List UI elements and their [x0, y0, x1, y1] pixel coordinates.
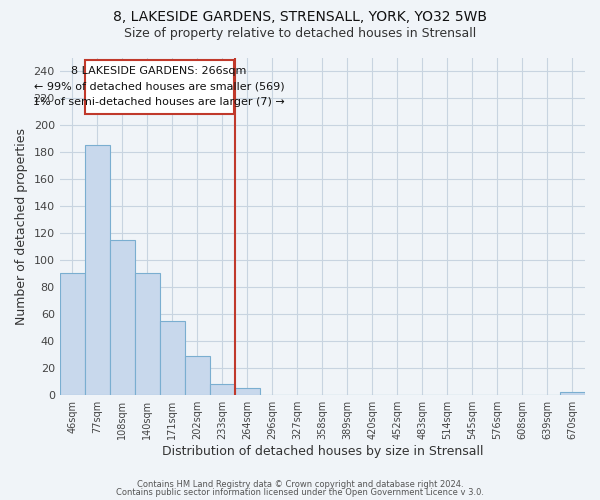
Text: 8, LAKESIDE GARDENS, STRENSALL, YORK, YO32 5WB: 8, LAKESIDE GARDENS, STRENSALL, YORK, YO…: [113, 10, 487, 24]
Bar: [210, 384, 235, 394]
Y-axis label: Number of detached properties: Number of detached properties: [15, 128, 28, 324]
Text: Size of property relative to detached houses in Strensall: Size of property relative to detached ho…: [124, 28, 476, 40]
Bar: [160, 320, 185, 394]
Bar: [185, 356, 210, 395]
Text: Contains HM Land Registry data © Crown copyright and database right 2024.: Contains HM Land Registry data © Crown c…: [137, 480, 463, 489]
Text: 8 LAKESIDE GARDENS: 266sqm: 8 LAKESIDE GARDENS: 266sqm: [71, 66, 247, 76]
Text: 1% of semi-detached houses are larger (7) →: 1% of semi-detached houses are larger (7…: [33, 96, 285, 106]
Bar: [235, 388, 260, 394]
Text: Contains public sector information licensed under the Open Government Licence v : Contains public sector information licen…: [116, 488, 484, 497]
Bar: [560, 392, 585, 394]
X-axis label: Distribution of detached houses by size in Strensall: Distribution of detached houses by size …: [161, 444, 483, 458]
Bar: [85, 145, 110, 394]
Bar: [85, 60, 233, 114]
Text: ← 99% of detached houses are smaller (569): ← 99% of detached houses are smaller (56…: [34, 81, 284, 91]
Bar: [135, 274, 160, 394]
Bar: [59, 274, 85, 394]
Bar: [110, 240, 135, 394]
